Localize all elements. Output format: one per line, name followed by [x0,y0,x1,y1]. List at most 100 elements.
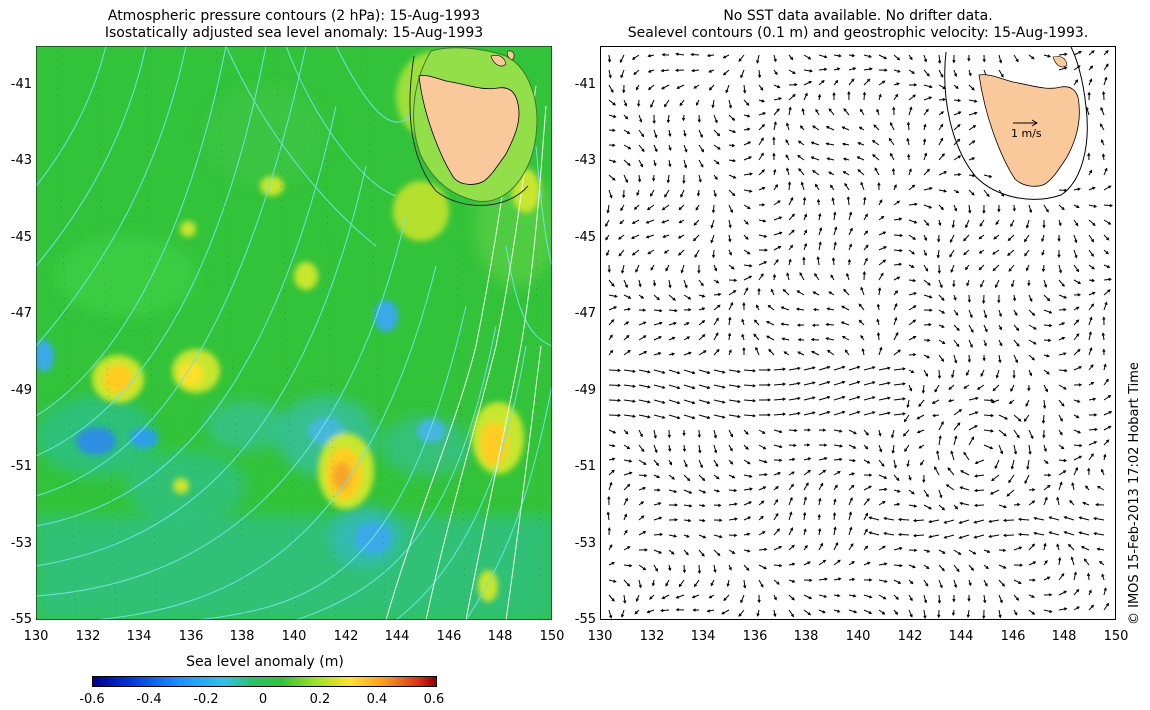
velocity-vector-head [698,450,702,454]
velocity-vector-head [624,284,628,289]
velocity-vector-head [763,446,767,450]
velocity-vector [661,69,670,72]
velocity-vector-head [941,310,946,314]
velocity-vector [607,512,610,521]
velocity-vector [743,264,752,267]
velocity-vector-head [812,291,816,295]
velocity-vector-head [764,472,768,477]
velocity-vector-head [731,475,736,479]
velocity-vector-head [664,104,668,108]
velocity-vector-head [912,353,917,357]
velocity-vector [917,429,925,433]
velocity-vector-head [760,87,764,91]
velocity-vector [728,234,731,242]
velocity-vector [872,140,880,146]
velocity-vector-head [627,162,631,167]
velocity-vector-head [1028,451,1032,455]
velocity-vector-head [822,610,826,614]
velocity-vector-head [1063,386,1067,390]
velocity-vector-head [749,474,753,478]
left-y-tick-label: -41 [10,77,32,92]
velocity-vector-head [868,54,873,58]
velocity-vector-head [828,291,832,295]
velocity-vector [893,263,902,266]
velocity-vector-head [674,503,679,507]
velocity-vector [828,108,835,116]
velocity-vector [968,309,973,318]
velocity-vector [878,347,882,356]
velocity-vector-head [650,267,654,271]
velocity-vector [934,466,940,476]
velocity-vector-head [1048,516,1052,520]
velocity-vector-head [848,211,853,215]
velocity-vector-head [889,121,893,126]
velocity-vector [1028,354,1035,361]
velocity-vector [1100,107,1105,116]
velocity-vector [623,546,630,551]
velocity-vector [953,155,961,161]
velocity-vector-head [943,171,948,175]
velocity-vector-head [760,152,764,156]
velocity-vector [698,414,710,419]
velocity-vector [952,219,955,228]
velocity-vector [878,488,887,491]
velocity-vector-head [792,457,796,462]
velocity-vector-head [1033,516,1037,520]
velocity-vector [848,497,853,506]
velocity-vector-head [815,183,819,188]
velocity-vector [908,249,915,255]
velocity-vector-head [799,272,803,276]
velocity-vector-head [937,375,942,380]
velocity-vector-head [911,370,915,373]
velocity-vector-head [908,477,912,481]
velocity-vector [917,414,925,420]
velocity-vector-head [847,258,851,263]
velocity-vector-head [664,194,668,198]
velocity-vector-head [906,121,911,126]
velocity-vector-head [702,334,706,338]
velocity-vector-head [710,225,714,229]
velocity-vector-head [953,584,958,589]
velocity-vector-head [832,92,836,96]
velocity-vector [773,200,781,206]
velocity-vector-head [841,410,846,414]
velocity-vector-head [1010,388,1014,392]
velocity-vector-head [775,499,779,503]
velocity-vector [878,231,886,236]
velocity-vector-head [732,129,737,133]
velocity-vector-head [1047,576,1051,580]
velocity-vector-head [655,462,660,467]
velocity-vector [773,216,782,221]
velocity-vector-head [684,164,688,169]
velocity-vector-head [730,461,734,465]
velocity-vector-head [980,284,983,288]
velocity-vector [1071,482,1075,491]
velocity-vector [863,529,868,536]
velocity-vector [713,429,717,438]
velocity-vector-head [940,74,944,78]
velocity-vector [743,516,751,521]
velocity-vector-head [869,67,873,71]
velocity-vector [974,489,985,492]
velocity-vector [803,54,811,60]
velocity-vector-head [1031,594,1035,598]
velocity-vector-head [902,367,906,371]
velocity-vector-head [912,533,917,538]
velocity-vector-head [956,343,960,348]
velocity-vector [1073,572,1077,581]
velocity-vector-head [672,297,676,301]
velocity-vector [878,367,890,371]
velocity-vector-head [778,97,783,101]
velocity-vector-head [852,458,857,463]
velocity-vector [846,273,850,281]
velocity-vector [1013,444,1017,454]
velocity-vector [893,332,899,341]
velocity-vector-head [860,181,864,186]
velocity-vector [638,335,646,341]
velocity-vector-head [937,270,941,275]
velocity-vector [923,504,932,510]
velocity-vector-head [850,543,854,547]
velocity-vector [667,174,670,183]
velocity-vector-head [856,365,861,369]
velocity-vector-head [1024,480,1028,485]
